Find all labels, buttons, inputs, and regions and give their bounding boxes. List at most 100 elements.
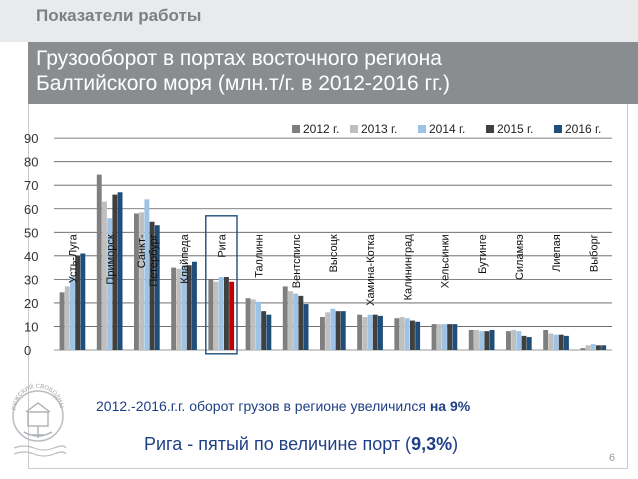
summary-lead: 2012.-2016.г.г. оборот грузов в регионе …: [96, 398, 430, 414]
bar: [564, 335, 569, 350]
bar: [543, 329, 549, 350]
bar: [378, 315, 383, 350]
x-category-label: Усть-Луга: [68, 233, 80, 283]
bar: [80, 253, 86, 350]
x-category-label: Хамина-Котка: [365, 233, 377, 305]
bar: [580, 348, 586, 350]
bar: [186, 265, 192, 350]
y-tick-label: 50: [24, 225, 38, 240]
bar: [139, 212, 145, 350]
bar: [479, 331, 485, 350]
bar: [250, 299, 256, 350]
bar: [245, 298, 251, 350]
bar: [213, 281, 219, 350]
slide-title-line-2: Балтийского моря (млн.т/г. в 2012-2016 г…: [36, 72, 451, 95]
x-category-label: Силамяэ: [514, 234, 526, 280]
bar: [282, 286, 288, 350]
bar: [468, 329, 474, 350]
bar: [436, 324, 442, 350]
x-category-label: Рига: [216, 233, 228, 257]
bar: [447, 324, 453, 350]
y-tick-label: 70: [24, 178, 38, 193]
bar: [548, 333, 554, 350]
bar: [176, 268, 182, 350]
x-category-label: Вентспилс: [291, 234, 303, 288]
bar: [192, 261, 197, 350]
legend-swatch: [292, 125, 300, 133]
top-bar: [0, 0, 638, 42]
y-tick-label: 20: [24, 296, 38, 311]
bar: [394, 318, 400, 350]
bar: [134, 213, 139, 350]
bar: [521, 335, 527, 350]
summary-text: 2012.-2016.г.г. оборот грузов в регионе …: [96, 398, 470, 414]
x-category-label: Санкт-: [136, 234, 148, 268]
bar: [256, 301, 261, 350]
bar: [59, 292, 65, 350]
legend-swatch: [554, 125, 562, 133]
bar: [181, 265, 187, 350]
bar: [330, 308, 336, 350]
bar: [410, 320, 415, 350]
y-tick-label: 0: [24, 343, 31, 358]
bar: [372, 314, 378, 350]
content-frame: [28, 104, 628, 469]
y-tick-label: 40: [24, 249, 38, 264]
bar: [596, 345, 601, 350]
summary-highlight: на 9%: [429, 398, 471, 414]
bar: [442, 324, 447, 350]
bar: [558, 334, 564, 350]
x-category-label: Клайпеда: [179, 233, 191, 283]
bar-chart: 0 10 20 30 40 50 60 70 80 90 Усть-Луга Приморск Санк…: [24, 122, 612, 358]
legend-swatch: [486, 125, 494, 133]
x-category-label: Калининград: [402, 234, 414, 301]
conclusion-value: 9,3%: [411, 434, 453, 454]
bar: [399, 317, 405, 350]
bar: [154, 225, 160, 350]
bar: [340, 311, 346, 350]
x-category-label: Приморск: [105, 234, 117, 284]
bar: [357, 314, 363, 350]
bar: [261, 311, 267, 350]
bar: [367, 314, 373, 350]
bar: [293, 293, 299, 350]
highlight-frame: [205, 215, 238, 355]
bar: [506, 331, 511, 350]
bar: [362, 317, 368, 350]
bar: [96, 174, 102, 350]
x-category-label: Таллинн: [254, 234, 266, 277]
legend-label: 2014 г.: [429, 122, 465, 136]
bar: [208, 279, 214, 350]
y-tick-label: 80: [24, 155, 38, 170]
conclusion-text: Рига - пятый по величине порт (9,3%): [144, 434, 458, 455]
bar: [70, 277, 75, 350]
bar: [112, 194, 118, 350]
bar: [489, 329, 495, 350]
bar: [553, 334, 559, 350]
y-tick-label: 30: [24, 272, 38, 287]
x-category-label: Выборг: [588, 234, 600, 272]
title-banner: [28, 42, 638, 104]
conclusion-close: ): [452, 434, 459, 454]
bar: [64, 286, 70, 350]
bar: [320, 317, 325, 350]
section-title: Показатели работы: [36, 6, 202, 25]
bar: [590, 344, 596, 350]
legend-label: 2012 г.: [303, 122, 339, 136]
bar: [415, 321, 421, 350]
x-category-label: Хельсинки: [440, 234, 452, 288]
bar: [107, 218, 113, 350]
bar: [149, 221, 155, 350]
bar: [171, 267, 177, 350]
slide-title-line-1: Грузооборот в портах восточного региона: [36, 47, 442, 70]
bar: [224, 277, 229, 350]
bar: [288, 291, 293, 350]
page-number: 6: [609, 452, 616, 464]
y-tick-label: 10: [24, 319, 38, 334]
bar: [431, 324, 437, 350]
bar: [585, 345, 591, 350]
bar: [229, 281, 235, 350]
bar: [526, 337, 532, 350]
x-category-label: Лиепая: [551, 234, 563, 272]
conclusion-lead: Рига - пятый по величине порт (: [144, 434, 412, 454]
